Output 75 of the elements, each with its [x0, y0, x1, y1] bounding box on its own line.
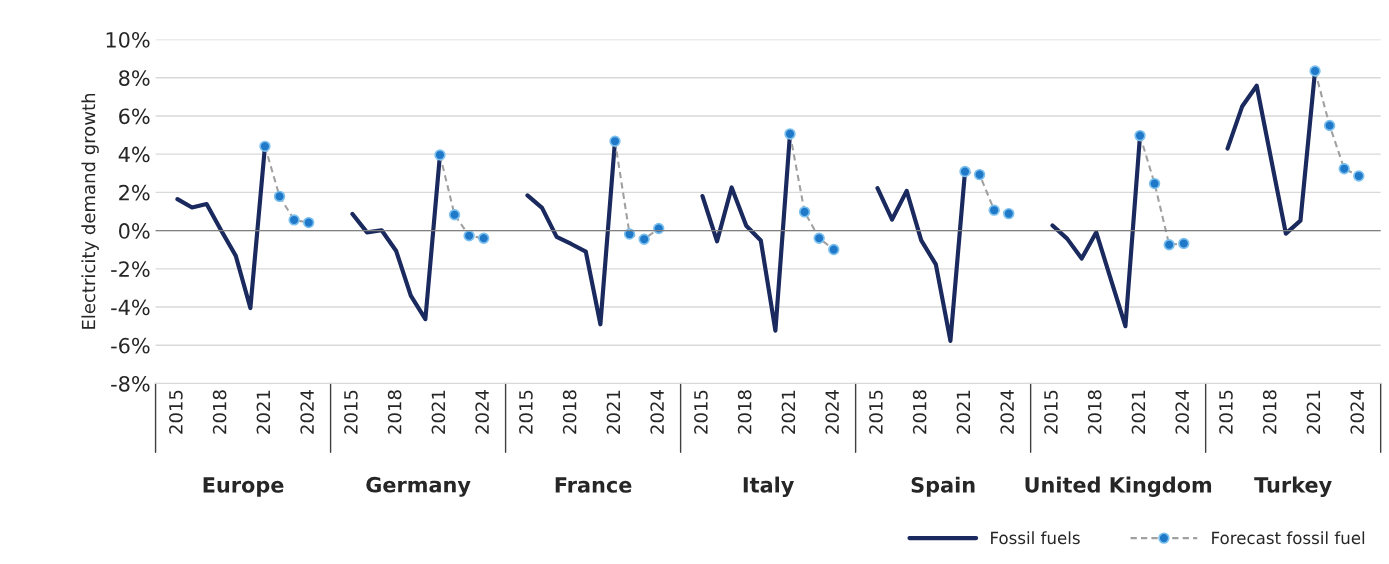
x-tick-label: 2021 [1131, 390, 1146, 434]
x-tick-label: 2021 [431, 390, 446, 434]
point [273, 190, 286, 203]
y-tick-label: 2% [119, 184, 150, 201]
x-tick-label: 2024 [1000, 390, 1014, 434]
point [259, 140, 271, 153]
point [303, 216, 315, 229]
x-tick-label: 2015 [344, 390, 358, 434]
x-tick-label: 2018 [912, 390, 927, 434]
point [478, 232, 490, 244]
y-tick-label: -2% [111, 261, 150, 278]
point [288, 214, 300, 226]
point [784, 128, 796, 140]
y-tick-label: -8% [111, 375, 150, 392]
x-tick-label: 2018 [1087, 390, 1102, 434]
point [1323, 119, 1336, 132]
text: Spain [911, 476, 975, 497]
point [1163, 239, 1175, 251]
point [1134, 129, 1146, 142]
y-tick-label: 0% [119, 223, 150, 239]
point [1148, 177, 1161, 190]
point [988, 204, 1000, 216]
point [623, 228, 636, 240]
y-tick-label: 4% [118, 146, 150, 163]
x-tick-label: 2018 [387, 390, 402, 434]
x-tick-label: 2024 [1350, 390, 1365, 434]
text: United Kingdom [1025, 476, 1212, 497]
x-tick-label: 2024 [475, 390, 489, 434]
x-tick-label: 2024 [1175, 390, 1190, 434]
point [638, 233, 650, 245]
x-tick-label: 2018 [562, 390, 577, 434]
point [1178, 237, 1190, 250]
x-tick-label: 2018 [212, 390, 227, 434]
x-tick-label: 2021 [1306, 390, 1321, 434]
point [609, 135, 621, 147]
point [798, 206, 811, 218]
text: Turkey [1254, 476, 1332, 497]
point [959, 165, 971, 178]
point [813, 232, 825, 244]
x-tick-label: 2018 [737, 390, 752, 434]
x-tick-label: 2021 [956, 390, 971, 434]
y-tick-label: -6% [111, 337, 150, 354]
point [973, 168, 986, 181]
x-tick-label: 2018 [1262, 390, 1277, 434]
x-tick-label: 2015 [869, 390, 883, 434]
legend-label: Forecast fossil fuel [1212, 531, 1365, 545]
text: France [555, 477, 632, 493]
y-tick-label: 6% [119, 108, 150, 125]
text: Europe [203, 477, 284, 497]
point [448, 209, 461, 221]
x-tick-label: 2015 [1044, 390, 1058, 434]
point [463, 230, 475, 242]
x-tick-label: 2015 [694, 390, 708, 434]
y-axis-title: Electricity demand growth [81, 93, 99, 329]
x-tick-label: 2024 [300, 390, 314, 434]
point [434, 149, 446, 161]
x-tick-label: 2015 [1219, 390, 1233, 434]
point [1309, 65, 1321, 77]
x-tick-label: 2021 [256, 390, 271, 434]
x-tick-label: 2024 [825, 390, 839, 434]
x-tick-label: 2024 [650, 390, 664, 434]
point [1003, 207, 1015, 220]
x-tick-label: 2021 [781, 390, 796, 434]
x-tick-label: 2021 [606, 390, 621, 434]
y-tick-label: 10% [106, 31, 150, 48]
y-tick-label: 8% [119, 70, 150, 86]
point [1353, 170, 1365, 182]
y-tick-label: -4% [111, 299, 150, 316]
point [828, 243, 840, 256]
text: Italy [743, 476, 794, 497]
legend-label: Fossil fuels [991, 531, 1080, 545]
text: Germany [366, 476, 471, 497]
point [1338, 162, 1350, 175]
x-tick-label: 2015 [519, 390, 533, 434]
x-tick-label: 2015 [169, 390, 183, 434]
